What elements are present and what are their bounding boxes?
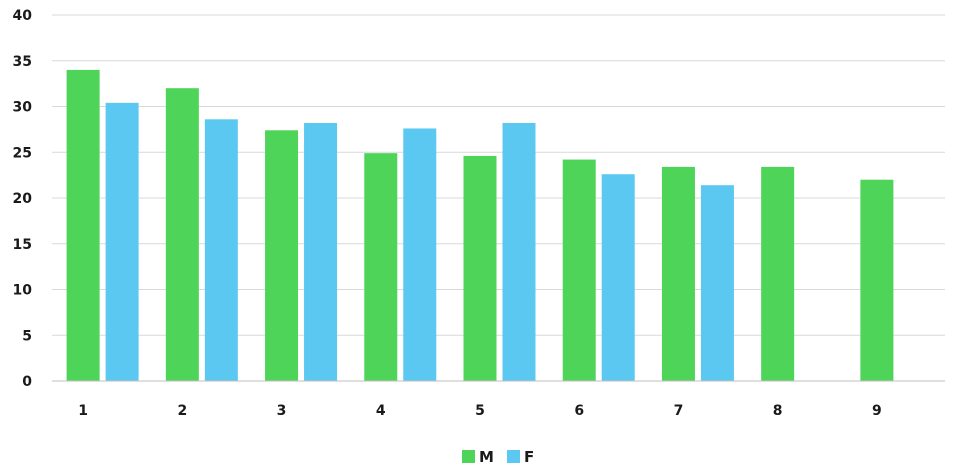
legend-swatch-m [462, 450, 475, 463]
x-tick-label: 2 [177, 403, 187, 419]
bar-f-5 [502, 122, 536, 381]
y-tick-label: 35 [13, 54, 32, 70]
y-tick-label: 0 [22, 374, 32, 390]
gridlines [52, 14, 945, 336]
x-tick-label: 1 [78, 403, 88, 419]
x-axis-ticks: 1 2 3 4 5 6 7 8 9 [78, 403, 882, 419]
bars [66, 69, 894, 382]
legend-swatch-f [507, 450, 520, 463]
y-tick-label: 10 [13, 283, 33, 299]
legend-label-m: M [479, 448, 494, 466]
legend-label-f: F [524, 448, 534, 466]
bar-f-2 [204, 119, 238, 381]
bar-m-8 [761, 166, 795, 381]
bar-m-1 [66, 69, 100, 382]
x-tick-label: 7 [674, 403, 684, 419]
bar-m-3 [265, 130, 299, 381]
y-tick-label: 15 [13, 237, 32, 253]
x-tick-label: 6 [574, 403, 584, 419]
bar-f-1 [105, 102, 139, 381]
bar-m-5 [463, 155, 497, 381]
y-tick-label: 40 [13, 8, 33, 24]
bar-f-4 [403, 128, 437, 381]
bar-f-6 [601, 174, 635, 381]
y-tick-label: 5 [22, 328, 32, 344]
y-tick-label: 20 [13, 191, 33, 207]
bar-f-3 [304, 122, 338, 381]
x-tick-label: 8 [773, 403, 783, 419]
y-tick-label: 25 [13, 145, 32, 161]
x-tick-label: 4 [376, 403, 386, 419]
bar-m-9 [860, 179, 894, 381]
y-tick-label: 30 [13, 100, 33, 116]
x-tick-label: 5 [475, 403, 485, 419]
y-axis-ticks: 0 5 10 15 20 25 30 35 40 [13, 8, 33, 390]
bar-m-4 [364, 153, 398, 381]
x-tick-label: 9 [872, 403, 882, 419]
bar-m-6 [562, 159, 596, 381]
bar-m-7 [661, 166, 695, 381]
bar-m-2 [165, 88, 199, 381]
x-tick-label: 3 [277, 403, 287, 419]
bar-f-7 [700, 185, 734, 381]
